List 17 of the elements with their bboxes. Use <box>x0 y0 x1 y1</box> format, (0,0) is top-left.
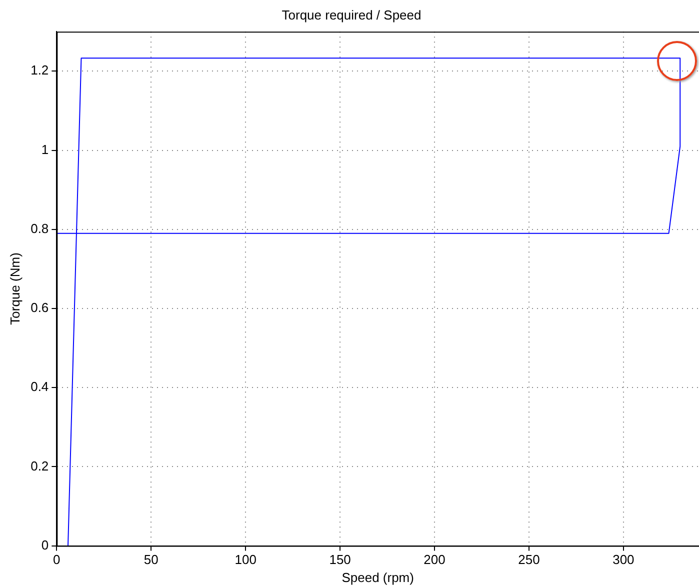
y-tick-label: 1 <box>41 142 49 157</box>
y-tick-label: 0.6 <box>30 300 49 316</box>
x-tick-label: 100 <box>234 552 256 568</box>
y-axis-title: Torque (Nm) <box>7 252 22 325</box>
y-tick-label: 0.4 <box>30 379 49 394</box>
x-tick-label: 250 <box>518 552 540 568</box>
y-tick-label: 0.8 <box>30 220 49 236</box>
x-tick-label: 0 <box>53 552 60 568</box>
y-tick-label: 0.2 <box>30 458 49 474</box>
x-tick-label: 300 <box>612 552 634 568</box>
x-tick-label: 50 <box>144 552 158 568</box>
x-axis-title: Speed (rpm) <box>342 570 414 585</box>
x-tick-label: 150 <box>329 552 351 568</box>
x-tick-label: 200 <box>424 552 446 568</box>
y-tick-label: 1.2 <box>30 62 49 78</box>
y-tick-label: 0 <box>41 537 49 552</box>
chart-title: Torque required / Speed <box>282 7 422 22</box>
